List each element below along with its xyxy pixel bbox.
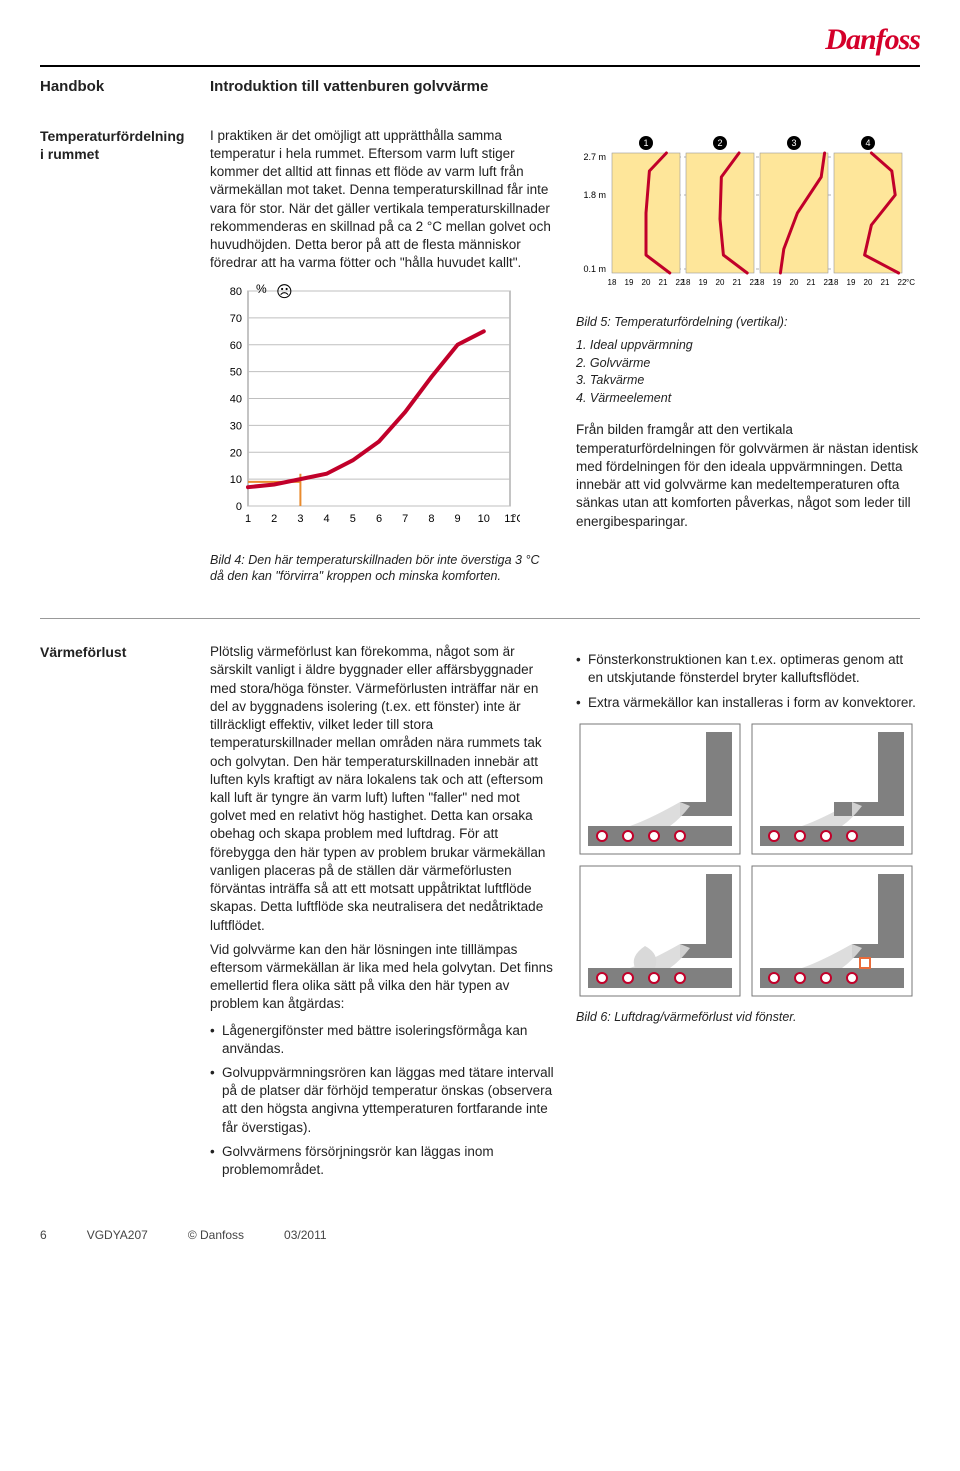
svg-text:21: 21	[733, 278, 742, 287]
bullet-item: Fönsterkonstruktionen kan t.ex. optimera…	[576, 651, 920, 687]
svg-text:19: 19	[773, 278, 782, 287]
section1-paragraph2: Från bilden framgår att den vertikala te…	[576, 421, 920, 530]
section-divider	[40, 618, 920, 619]
svg-text:0: 0	[236, 501, 242, 513]
svg-text:20: 20	[790, 278, 799, 287]
svg-text:10: 10	[478, 513, 490, 525]
chart4-container: 01020304050607080%☹1234567891011°C	[210, 281, 554, 546]
svg-text:21: 21	[881, 278, 890, 287]
section-heatloss: Värmeförlust Plötslig värmeförlust kan f…	[40, 643, 920, 1187]
svg-text:18: 18	[608, 278, 617, 287]
footer-page: 6	[40, 1227, 47, 1243]
section1-right-col: 2.7 m1.8 m0.1 m1181920212221819202122318…	[576, 127, 920, 590]
page-head: Handbok Introduktion till vattenburen go…	[40, 77, 920, 97]
svg-text:19: 19	[699, 278, 708, 287]
section2-paragraph: Plötslig värmeförlust kan förekomma, någ…	[210, 643, 554, 935]
svg-text:4: 4	[324, 513, 330, 525]
section2-right-col: Fönsterkonstruktionen kan t.ex. optimera…	[576, 643, 920, 1187]
svg-text:80: 80	[230, 286, 242, 298]
svg-text:0.1 m: 0.1 m	[583, 264, 606, 274]
section1-heading: Temperaturfördelning i rummet	[40, 127, 192, 590]
chart4-svg: 01020304050607080%☹1234567891011°C	[210, 281, 520, 541]
section1-paragraph: I praktiken är det omöjligt att upprätth…	[210, 127, 554, 273]
footer-date: 03/2011	[284, 1227, 327, 1243]
bullet-item: Extra värmekällor kan installeras i form…	[576, 694, 920, 712]
svg-text:50: 50	[230, 366, 242, 378]
chart5-svg: 2.7 m1.8 m0.1 m1181920212221819202122318…	[576, 135, 916, 305]
handbok-label: Handbok	[40, 77, 210, 97]
fig6-container	[576, 720, 920, 1005]
svg-text:70: 70	[230, 312, 242, 324]
svg-text:1: 1	[643, 138, 648, 148]
chart5-caption-list: 1. Ideal uppvärmning2. Golvvärme3. Takvä…	[576, 337, 920, 407]
svg-text:☹: ☹	[276, 284, 293, 301]
svg-text:18: 18	[682, 278, 691, 287]
section1-left-col: I praktiken är det omöjligt att upprätth…	[210, 127, 554, 590]
svg-text:19: 19	[847, 278, 856, 287]
section2-paragraph-b: Vid golvvärme kan den här lösningen inte…	[210, 941, 554, 1014]
svg-text:6: 6	[376, 513, 382, 525]
section2-bullets-left: Lågenergifönster med bättre isoleringsfö…	[210, 1022, 554, 1180]
chart4-caption: Bild 4: Den här temperaturskillnaden bör…	[210, 552, 554, 585]
svg-text:20: 20	[642, 278, 651, 287]
svg-text:5: 5	[350, 513, 356, 525]
brand-logo: Danfoss	[825, 20, 920, 61]
footer-code: VGDYA207	[87, 1227, 148, 1243]
svg-text:1.8 m: 1.8 m	[583, 190, 606, 200]
svg-text:20: 20	[230, 447, 242, 459]
bullet-item: Golvvärmens försörjningsrör kan läggas i…	[210, 1143, 554, 1179]
header-rule	[40, 65, 920, 67]
svg-text:4: 4	[865, 138, 870, 148]
svg-text:18: 18	[830, 278, 839, 287]
svg-text:2: 2	[271, 513, 277, 525]
svg-text:19: 19	[625, 278, 634, 287]
svg-text:21: 21	[659, 278, 668, 287]
bullet-item: Lågenergifönster med bättre isoleringsfö…	[210, 1022, 554, 1058]
svg-text:8: 8	[428, 513, 434, 525]
page-subtitle: Introduktion till vattenburen golvvärme	[210, 77, 488, 97]
svg-text:3: 3	[791, 138, 796, 148]
chart5-container: 2.7 m1.8 m0.1 m1181920212221819202122318…	[576, 135, 920, 310]
page-footer: 6 VGDYA207 © Danfoss 03/2011	[40, 1227, 920, 1243]
svg-text:40: 40	[230, 393, 242, 405]
svg-text:20: 20	[716, 278, 725, 287]
fig6-caption: Bild 6: Luftdrag/värmeförlust vid fönste…	[576, 1009, 920, 1027]
svg-text:10: 10	[230, 474, 242, 486]
footer-copy: © Danfoss	[188, 1227, 244, 1243]
section2-heading: Värmeförlust	[40, 643, 192, 1187]
bullet-item: Golvuppvärmningsrören kan läggas med tät…	[210, 1064, 554, 1137]
chart5-caption-title: Bild 5: Temperaturfördelning (vertikal):	[576, 314, 920, 332]
fig6-svg	[576, 720, 916, 1000]
svg-text:2.7 m: 2.7 m	[583, 152, 606, 162]
svg-text:21: 21	[807, 278, 816, 287]
svg-text:60: 60	[230, 339, 242, 351]
svg-text:2: 2	[717, 138, 722, 148]
svg-text:°C: °C	[512, 513, 520, 525]
svg-text:3: 3	[297, 513, 303, 525]
svg-text:20: 20	[864, 278, 873, 287]
svg-text:°C: °C	[906, 278, 915, 287]
svg-text:7: 7	[402, 513, 408, 525]
logo-row: Danfoss	[40, 20, 920, 61]
svg-text:1: 1	[245, 513, 251, 525]
svg-text:9: 9	[455, 513, 461, 525]
svg-text:30: 30	[230, 420, 242, 432]
section2-left-col: Plötslig värmeförlust kan förekomma, någ…	[210, 643, 554, 1187]
section-temperature: Temperaturfördelning i rummet I praktike…	[40, 127, 920, 590]
section2-bullets-right: Fönsterkonstruktionen kan t.ex. optimera…	[576, 651, 920, 712]
svg-text:%: %	[256, 282, 267, 296]
svg-text:18: 18	[756, 278, 765, 287]
